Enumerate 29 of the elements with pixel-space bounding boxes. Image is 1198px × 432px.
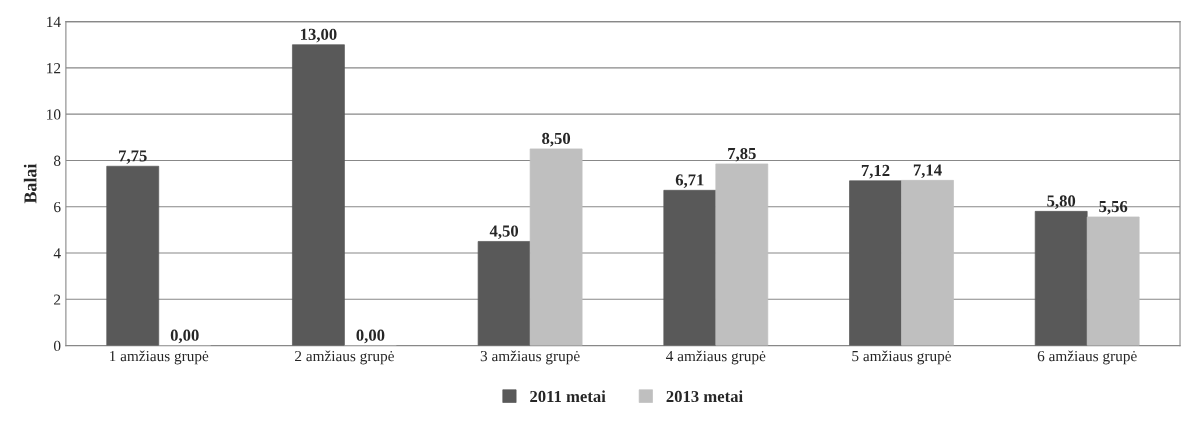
data-label: 7,12 xyxy=(861,164,890,179)
y-tick-label: 4 xyxy=(53,248,61,259)
x-tick-label: 6 amžiaus grupė xyxy=(1037,350,1137,365)
y-tick-label: 6 xyxy=(54,201,61,213)
legend-label: 2013 metai xyxy=(666,390,743,403)
data-label: 7,75 xyxy=(119,150,147,164)
data-label: 7,85 xyxy=(728,147,756,162)
x-tick-label: 5 amžiaus grupė xyxy=(852,350,952,365)
y-tick-label: 8 xyxy=(53,155,61,166)
y-tick-label: 12 xyxy=(47,63,61,74)
x-tick-label: 2 amžiaus grupė xyxy=(295,350,394,365)
x-tick-label: 4 amžiaus grupė xyxy=(666,350,766,365)
data-label: 8,50 xyxy=(542,132,571,147)
y-tick-label: 14 xyxy=(47,16,61,27)
data-label: 4,50 xyxy=(489,225,519,240)
data-label: 5,80 xyxy=(1047,195,1076,210)
x-tick-label: 1 amžiaus grupė xyxy=(110,350,209,365)
y-axis-title: Balai xyxy=(23,163,37,204)
x-tick-label: 3 amžiaus grupė xyxy=(480,350,580,365)
data-label: 0,00 xyxy=(170,329,199,344)
data-label: 0,00 xyxy=(356,329,385,344)
legend-label: 2011 metai xyxy=(530,390,606,403)
data-label: 13,00 xyxy=(301,28,337,43)
data-label: 6,71 xyxy=(675,174,704,188)
data-label: 7,14 xyxy=(913,164,942,178)
y-tick-label: 2 xyxy=(54,294,61,305)
y-tick-label: 10 xyxy=(47,109,61,120)
data-label: 5,56 xyxy=(1099,200,1128,215)
y-tick-label: 0 xyxy=(53,340,61,352)
